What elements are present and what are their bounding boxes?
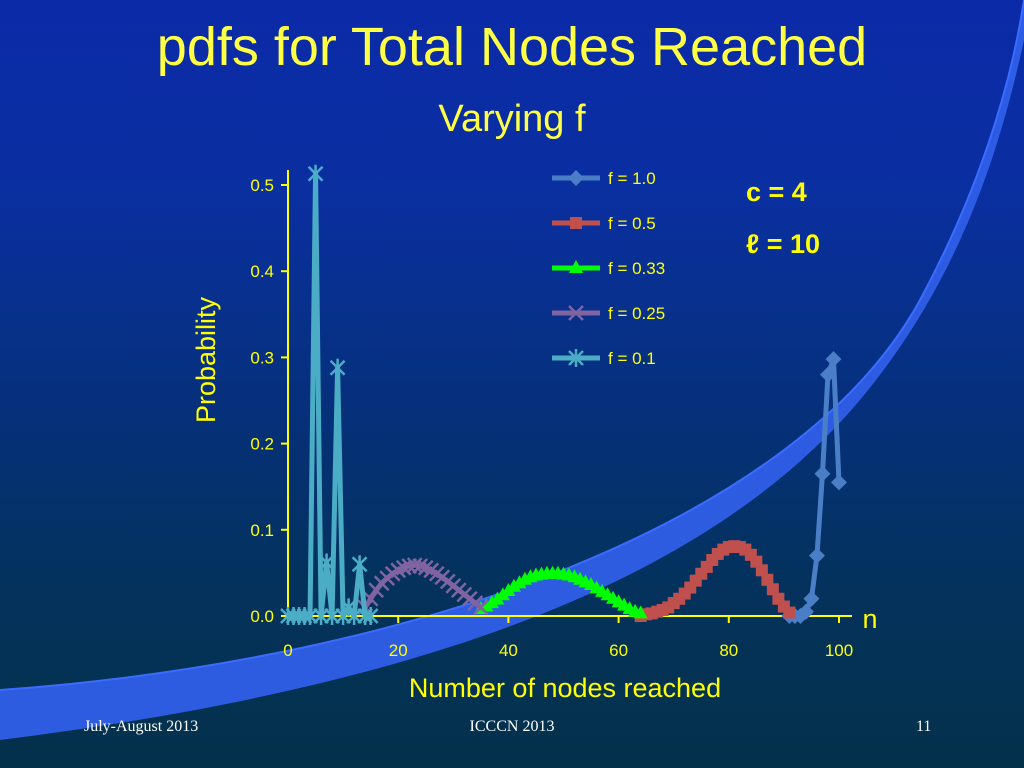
y-tick-label: 0.2 xyxy=(250,435,274,454)
footer-page-number: 11 xyxy=(916,718,932,735)
series-f-0-33 xyxy=(473,565,648,619)
legend-item: f = 0.5 xyxy=(552,214,656,233)
legend-label: f = 0.33 xyxy=(608,259,665,278)
legend-swatch-marker xyxy=(569,260,583,273)
data-point xyxy=(318,553,335,572)
x-tick-label: 0 xyxy=(283,641,292,660)
legend-item: f = 1.0 xyxy=(552,169,656,188)
data-point xyxy=(797,603,814,620)
data-point xyxy=(362,607,379,625)
series-f-0-1 xyxy=(280,164,379,625)
x-tick-label: 100 xyxy=(825,641,853,660)
data-point xyxy=(412,558,429,574)
legend-label: f = 0.1 xyxy=(608,349,656,368)
legend-swatch-marker xyxy=(568,305,584,321)
legend-label: f = 1.0 xyxy=(608,169,656,188)
x-tick-label: 80 xyxy=(719,641,738,660)
legend-swatch-marker xyxy=(570,217,582,229)
legend-item: f = 0.25 xyxy=(552,304,665,323)
y-tick-label: 0.3 xyxy=(250,348,274,367)
data-point xyxy=(831,474,847,491)
data-point xyxy=(633,605,648,619)
data-point xyxy=(814,465,831,482)
y-tick-label: 0.1 xyxy=(250,521,274,540)
x-tick-label: 60 xyxy=(609,641,628,660)
series-f-0-25 xyxy=(357,557,489,616)
x-axis-label: Number of nodes reached xyxy=(409,673,721,703)
data-point xyxy=(808,547,825,564)
series-line xyxy=(288,171,371,619)
c-parameter: c = 4 xyxy=(746,177,807,207)
series-f-0-5 xyxy=(634,540,796,622)
data-point xyxy=(484,595,499,609)
legend-swatch-marker xyxy=(568,170,584,186)
legend-label: f = 0.5 xyxy=(608,214,656,233)
data-point xyxy=(783,606,796,619)
legend-label: f = 0.25 xyxy=(608,304,665,323)
footer-date: July-August 2013 xyxy=(84,718,199,735)
series-line xyxy=(789,356,842,619)
data-point xyxy=(761,573,774,586)
data-point xyxy=(329,358,346,377)
data-point xyxy=(755,564,768,577)
y-tick-label: 0.0 xyxy=(250,607,274,626)
legend-item: f = 0.1 xyxy=(552,349,656,368)
x-tick-label: 40 xyxy=(499,641,518,660)
data-point xyxy=(803,590,820,607)
l-parameter: ℓ = 10 xyxy=(746,229,820,259)
swoosh-edge xyxy=(0,0,1024,691)
data-point xyxy=(307,164,324,183)
y-axis-label: Probability xyxy=(191,296,221,423)
y-tick-label: 0.5 xyxy=(250,176,274,195)
y-tick-label: 0.4 xyxy=(250,262,274,281)
data-point xyxy=(766,583,779,596)
series-f-1-0 xyxy=(781,351,847,624)
data-point xyxy=(819,366,836,383)
slide-subtitle: Varying f xyxy=(438,98,586,140)
x-tick-label: 20 xyxy=(389,641,408,660)
data-point xyxy=(506,578,521,592)
data-point xyxy=(351,555,368,574)
data-point xyxy=(512,575,527,589)
data-point xyxy=(825,351,842,368)
data-point xyxy=(472,599,489,616)
legend-swatch-marker xyxy=(568,349,584,367)
x-axis-end-label: n xyxy=(862,604,877,634)
legend-item: f = 0.33 xyxy=(552,259,665,278)
slide-title: pdfs for Total Nodes Reached xyxy=(156,17,868,77)
parameter-box: c = 4 ℓ = 10 xyxy=(746,166,820,270)
footer-conference: ICCCN 2013 xyxy=(469,718,555,735)
